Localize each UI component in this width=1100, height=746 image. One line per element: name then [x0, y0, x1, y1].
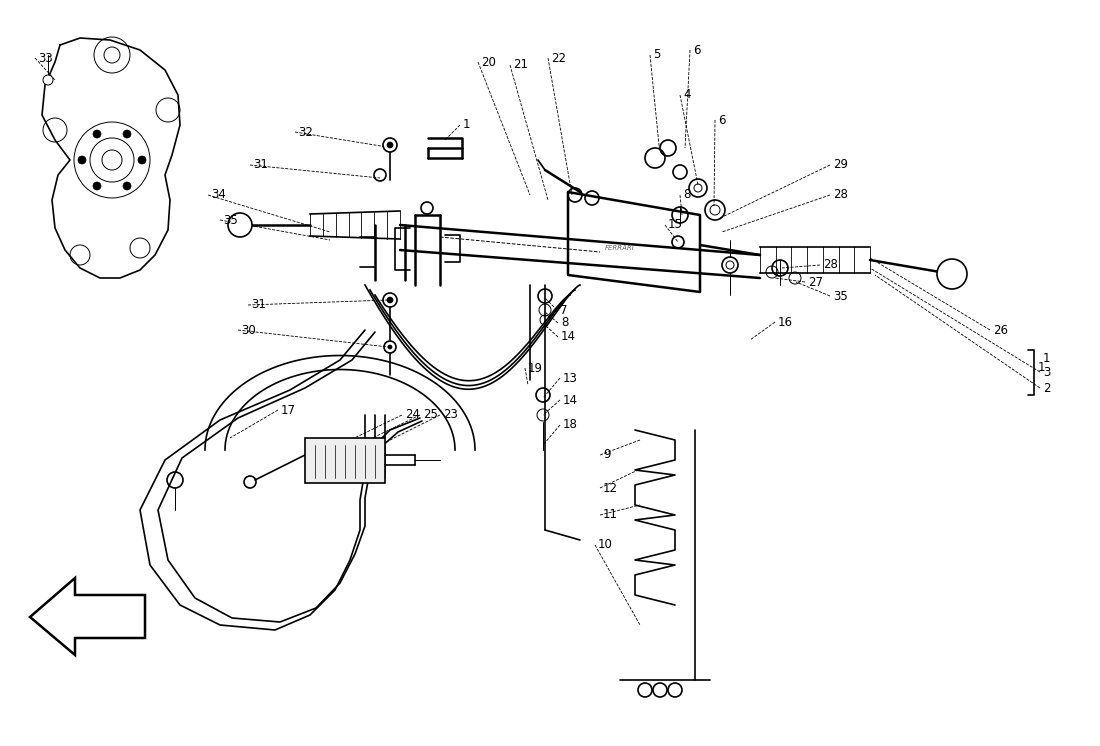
Circle shape [387, 142, 393, 148]
Text: 17: 17 [280, 404, 296, 416]
Text: 20: 20 [481, 55, 496, 69]
Circle shape [138, 156, 146, 164]
Text: 30: 30 [241, 324, 255, 336]
Text: 23: 23 [443, 409, 458, 421]
Text: 28: 28 [823, 259, 838, 272]
Text: 1: 1 [1038, 361, 1045, 374]
Text: 32: 32 [298, 125, 312, 139]
Text: 6: 6 [693, 43, 701, 57]
Text: 8: 8 [561, 316, 569, 330]
Text: 29: 29 [833, 158, 848, 172]
Text: 28: 28 [833, 189, 848, 201]
Text: FERRARI: FERRARI [605, 245, 635, 251]
Text: 34: 34 [211, 189, 226, 201]
Text: 10: 10 [598, 539, 613, 551]
Text: 15: 15 [668, 219, 683, 231]
Text: 18: 18 [563, 419, 578, 431]
Text: 14: 14 [563, 393, 578, 407]
Text: 7: 7 [560, 304, 568, 316]
Text: 35: 35 [223, 213, 238, 227]
Text: 27: 27 [808, 275, 823, 289]
Circle shape [43, 75, 53, 85]
Text: 9: 9 [603, 448, 611, 462]
Text: 31: 31 [253, 158, 268, 172]
Circle shape [383, 138, 397, 152]
Circle shape [78, 156, 86, 164]
Circle shape [228, 213, 252, 237]
Text: 21: 21 [513, 58, 528, 72]
Text: 26: 26 [993, 324, 1008, 336]
Circle shape [387, 297, 393, 303]
Circle shape [94, 182, 101, 190]
Circle shape [421, 202, 433, 214]
Text: 22: 22 [551, 51, 566, 64]
Circle shape [388, 345, 392, 349]
Text: 14: 14 [561, 330, 576, 343]
Text: 31: 31 [251, 298, 266, 312]
Bar [305, 438, 385, 483]
Text: 8: 8 [683, 189, 691, 201]
Text: 1: 1 [463, 119, 471, 131]
Text: 24: 24 [405, 409, 420, 421]
Circle shape [645, 148, 665, 168]
Text: 16: 16 [778, 316, 793, 328]
Text: 13: 13 [563, 372, 578, 384]
Text: 25: 25 [424, 409, 438, 421]
Circle shape [123, 130, 131, 138]
Circle shape [937, 259, 967, 289]
Text: 12: 12 [603, 481, 618, 495]
Text: 2: 2 [1043, 381, 1050, 395]
Circle shape [94, 130, 101, 138]
Circle shape [123, 182, 131, 190]
Text: 33: 33 [39, 51, 53, 64]
Text: 19: 19 [528, 362, 543, 374]
Polygon shape [30, 578, 145, 655]
Text: 5: 5 [653, 48, 660, 61]
Text: 3: 3 [1043, 366, 1050, 378]
Text: 35: 35 [833, 289, 848, 302]
Text: 6: 6 [718, 113, 726, 127]
Text: 1: 1 [1043, 351, 1050, 365]
Text: 11: 11 [603, 509, 618, 521]
Text: 4: 4 [683, 89, 691, 101]
